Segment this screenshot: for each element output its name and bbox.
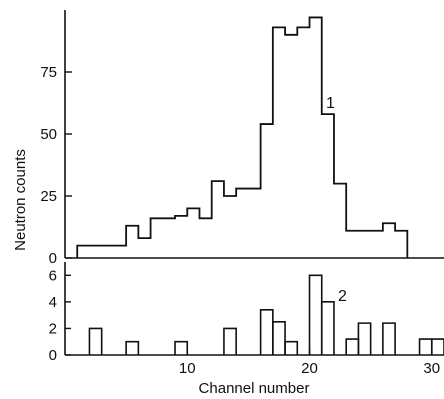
bottom-y-tick-label: 2 <box>49 320 57 337</box>
series-2-bar <box>125 340 140 355</box>
series-2-bar <box>357 322 372 355</box>
bottom-panel: 0 2 4 6 2 <box>49 262 444 364</box>
top-y-tick-label: 25 <box>40 188 57 205</box>
series-2-bar <box>382 322 396 355</box>
series-2-bar <box>308 274 323 355</box>
x-tick-label: 10 <box>179 360 196 377</box>
series-2-bar <box>320 301 335 355</box>
top-y-tick-label: 75 <box>40 64 57 81</box>
x-tick-label: 30 <box>423 360 440 377</box>
y-axis-title: Neutron counts <box>12 149 29 251</box>
series-2-bar <box>345 338 360 355</box>
x-tick-label: 20 <box>301 360 318 377</box>
top-y-tick-label: 0 <box>49 250 57 267</box>
top-panel: 0 25 50 75 1 <box>40 10 444 267</box>
series-2-bar <box>174 340 189 355</box>
series-2-bar <box>284 340 299 355</box>
x-axis-title: Channel number <box>199 380 310 397</box>
series-2-label: 2 <box>338 288 347 305</box>
top-y-tick-label: 50 <box>40 126 57 143</box>
series-2-bar <box>223 327 237 355</box>
series-1-histogram-line <box>76 16 409 258</box>
series-2-bar <box>430 338 444 355</box>
series-1-label: 1 <box>326 95 335 112</box>
series-2-bar <box>259 309 274 355</box>
series-2-bar <box>418 338 433 355</box>
bottom-y-tick-label: 0 <box>49 347 57 364</box>
bottom-y-tick-label: 4 <box>49 294 57 311</box>
bottom-y-tick-label: 6 <box>49 267 57 284</box>
series-2-bar <box>88 327 103 355</box>
series-2-bar <box>272 320 286 355</box>
